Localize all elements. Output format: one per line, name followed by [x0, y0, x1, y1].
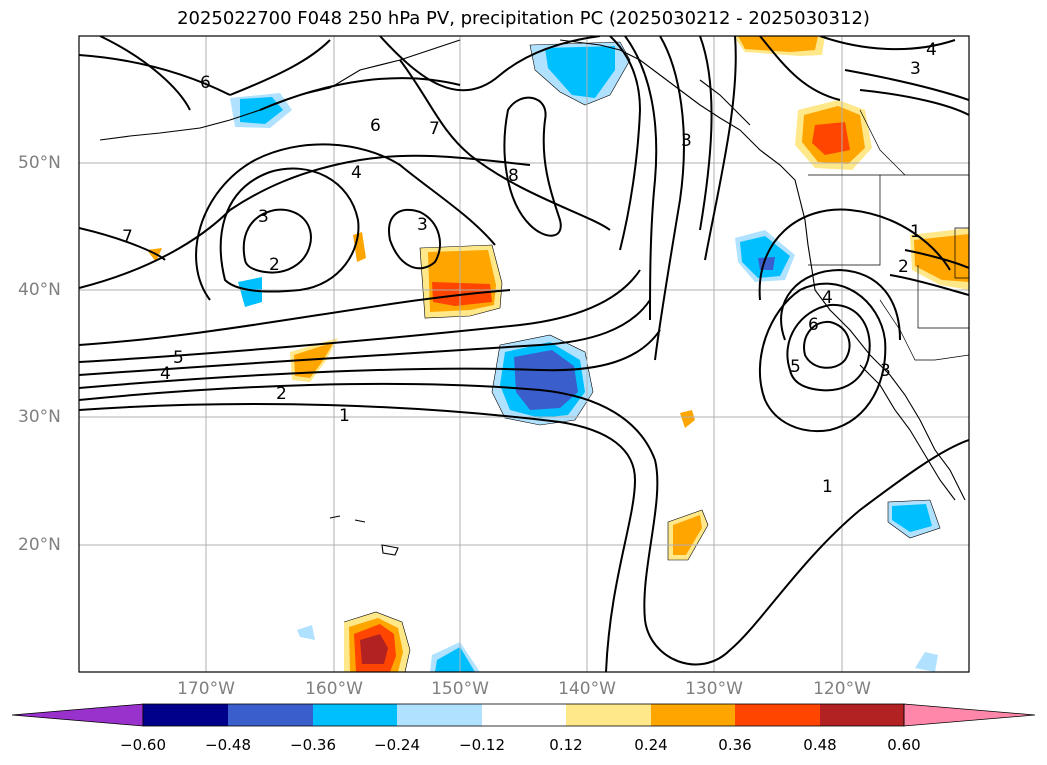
contour-label: 8 [508, 166, 519, 186]
contour-label: 6 [200, 73, 211, 93]
lon-label: 160°W [305, 679, 363, 699]
contour-label: 5 [790, 357, 801, 377]
colorbar-tick: 0.60 [887, 736, 921, 754]
contour-label: 3 [258, 207, 269, 227]
colorbar-tick: 0.36 [718, 736, 752, 754]
contour-label: 3 [880, 361, 891, 381]
contour-label: 7 [429, 119, 440, 139]
precip-outlines [343, 41, 941, 672]
colorbar-tick: −0.60 [120, 736, 166, 754]
colorbar-tick: −0.36 [290, 736, 336, 754]
colorbar-tick: −0.24 [374, 736, 420, 754]
contour-labels: 6 7 6 8 4 3 3 2 7 3 5 4 2 1 4 5 3 6 1 2 … [122, 40, 937, 497]
contour-label: 6 [370, 116, 381, 136]
contour-label: 6 [808, 315, 819, 335]
lat-label: 50°N [18, 153, 61, 173]
contour-label: 4 [351, 163, 362, 183]
colorbar-tick: 0.48 [803, 736, 837, 754]
lon-label: 130°W [685, 679, 743, 699]
lat-label: 40°N [18, 280, 61, 300]
contour-label: 4 [926, 40, 937, 60]
contour-label: 3 [681, 131, 692, 151]
lon-label: 140°W [558, 679, 616, 699]
contour-label: 4 [160, 364, 171, 384]
map-frame [78, 35, 970, 673]
pv-contours [79, 36, 969, 672]
contour-label: 7 [122, 227, 133, 247]
borders [808, 109, 969, 361]
contour-label: 2 [898, 257, 909, 277]
lat-label: 20°N [18, 535, 61, 555]
contour-label: 1 [339, 406, 350, 426]
colorbar [11, 703, 1036, 727]
lat-label: 30°N [18, 407, 61, 427]
precip-shading [147, 36, 969, 672]
lon-label: 150°W [431, 679, 489, 699]
lon-label: 120°W [813, 679, 871, 699]
contour-label: 3 [910, 59, 921, 79]
colorbar-tick: −0.48 [205, 736, 251, 754]
colorbar-tick: 0.24 [634, 736, 668, 754]
contour-label: 3 [417, 215, 428, 235]
contour-label: 2 [269, 255, 280, 275]
lon-label: 170°W [177, 679, 235, 699]
colorbar-tick: 0.12 [549, 736, 583, 754]
contour-label: 5 [173, 348, 184, 368]
contour-label: 1 [910, 222, 921, 242]
contour-label: 2 [276, 384, 287, 404]
colorbar-tick: −0.12 [459, 736, 505, 754]
contour-label: 1 [822, 477, 833, 497]
contour-label: 4 [822, 288, 833, 308]
map-title: 2025022700 F048 250 hPa PV, precipitatio… [177, 8, 870, 29]
